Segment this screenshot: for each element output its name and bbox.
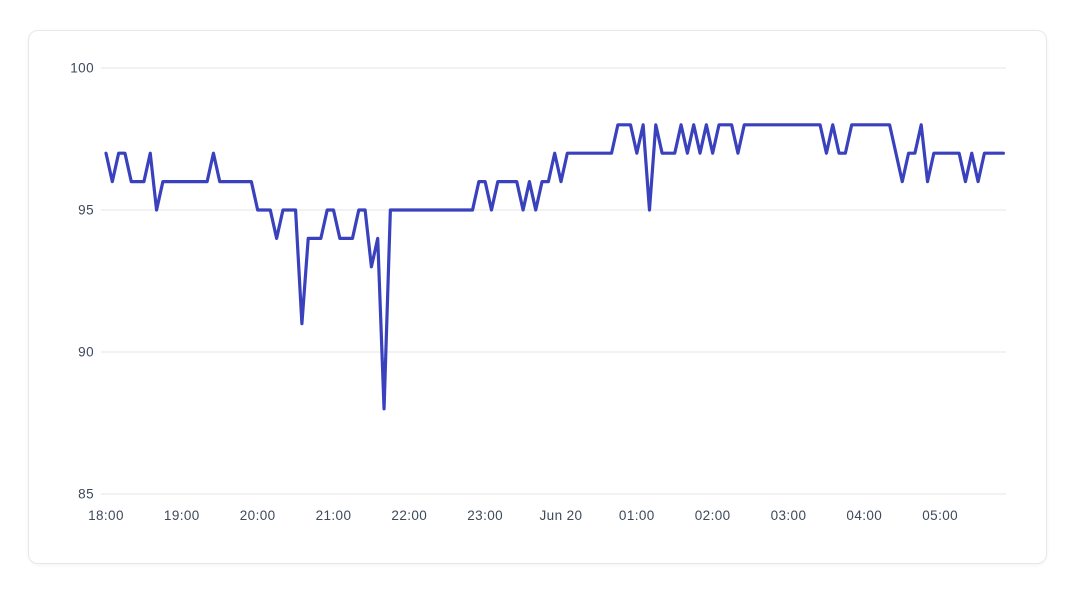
x-axis-tick-label: 22:00 bbox=[391, 508, 427, 523]
y-axis-tick-label: 100 bbox=[70, 61, 94, 76]
line-chart: 100 95 90 85 18:00 19:00 20:00 21:00 22:00 23:00 J… bbox=[70, 61, 1006, 523]
x-axis-tick-label: 04:00 bbox=[846, 508, 882, 523]
y-axis-tick-label: 85 bbox=[78, 487, 94, 502]
x-axis-tick-label: Jun 20 bbox=[540, 508, 583, 523]
x-axis-tick-label: 19:00 bbox=[164, 508, 200, 523]
x-axis-tick-label: 03:00 bbox=[771, 508, 807, 523]
x-axis-tick-label: 20:00 bbox=[240, 508, 276, 523]
x-axis-tick-label: 18:00 bbox=[88, 508, 124, 523]
x-axis-tick-label: 05:00 bbox=[922, 508, 958, 523]
y-axis-tick-label: 90 bbox=[78, 345, 94, 360]
x-axis-tick-label: 23:00 bbox=[467, 508, 503, 523]
chart-card: 100 95 90 85 18:00 19:00 20:00 21:00 22:00 23:00 J… bbox=[28, 30, 1047, 564]
x-axis-tick-label: 21:00 bbox=[316, 508, 352, 523]
x-axis-tick-label: 02:00 bbox=[695, 508, 731, 523]
y-axis-tick-label: 95 bbox=[78, 203, 94, 218]
x-axis-tick-label: 01:00 bbox=[619, 508, 655, 523]
series-line bbox=[104, 123, 1005, 411]
